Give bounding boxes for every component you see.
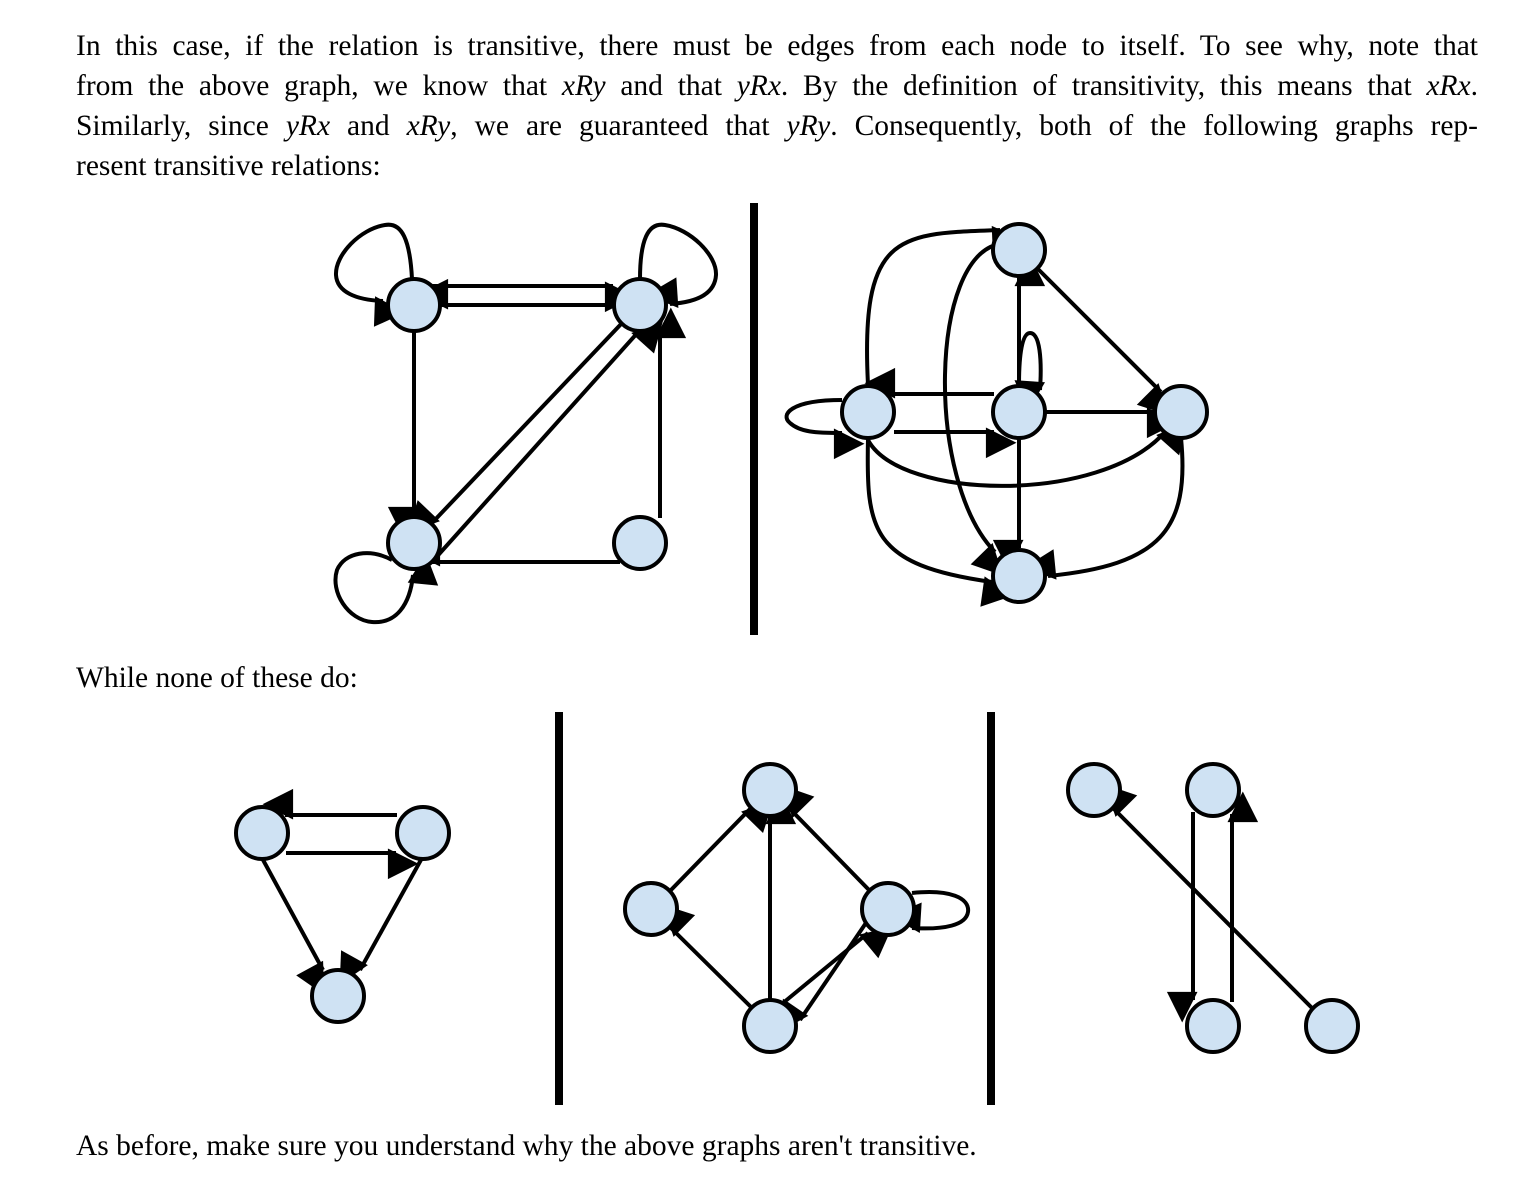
- edge: [339, 857, 424, 985]
- edge: [668, 800, 774, 893]
- closing-line: As before, make sure you understand why …: [76, 1130, 977, 1162]
- edge: [638, 222, 719, 308]
- intro-paragraph: In this case, if the relation is transit…: [76, 26, 1478, 186]
- transitive-graph-square: [333, 222, 719, 625]
- intro-line-2-text-e: . By the definition of transitivity, thi…: [780, 70, 1427, 102]
- math-yry: yRy: [786, 110, 831, 142]
- non-transitive-graph-triangle: [234, 788, 451, 1024]
- math-xry-2: xRy: [406, 110, 451, 142]
- graph-node: [840, 384, 896, 440]
- graph-node: [612, 515, 668, 571]
- graph-node: [1066, 762, 1122, 818]
- edge: [1104, 784, 1314, 1010]
- edge: [333, 222, 414, 327]
- graph-node: [860, 881, 916, 937]
- edge: [943, 242, 1003, 576]
- middle-paragraph: While none of these do:: [76, 658, 1478, 698]
- graph-node: [386, 515, 442, 571]
- intro-line-2: from the above graph, we know that xRy a…: [76, 66, 1478, 106]
- middle-line: While none of these do:: [76, 662, 358, 694]
- intro-line-3-text-a: Similarly, since: [76, 110, 286, 142]
- edge: [260, 857, 325, 995]
- graph-node: [991, 384, 1047, 440]
- graph-node: [395, 805, 451, 861]
- intro-line-2-text-a: from the above graph, we know that: [76, 70, 562, 102]
- transitive-graph-star: [784, 222, 1209, 607]
- intro-line-2-text-g: .: [1470, 70, 1478, 102]
- graph-node: [234, 805, 290, 861]
- edge: [778, 915, 872, 1033]
- graph-node: [1304, 998, 1360, 1054]
- math-xry: xRy: [561, 70, 606, 102]
- graph-node: [991, 222, 1047, 278]
- edge: [407, 320, 625, 533]
- edge: [782, 785, 872, 893]
- edge: [1035, 266, 1170, 416]
- intro-line-3-text-g: . Consequently, both of the following gr…: [830, 110, 1479, 142]
- graph-node: [742, 998, 798, 1054]
- graph-node: [1153, 384, 1209, 440]
- intro-line-4: resent transitive relations:: [76, 150, 381, 182]
- edge: [1024, 437, 1185, 580]
- edge: [430, 320, 664, 564]
- edge: [333, 551, 439, 625]
- edge: [865, 225, 1023, 386]
- non-transitive-graph-diamond: [623, 762, 971, 1054]
- intro-line-1: In this case, if the relation is transit…: [76, 30, 1478, 62]
- non-transitive-graph-cross: [1066, 762, 1360, 1054]
- edge: [784, 398, 865, 460]
- edge: [866, 422, 1189, 488]
- graph-node: [742, 762, 798, 818]
- math-yrx: yRx: [736, 70, 781, 102]
- graph-node: [310, 968, 366, 1024]
- intro-line-3: Similarly, since yRx and xRy, we are gua…: [76, 106, 1478, 146]
- edge: [662, 904, 754, 1010]
- graph-node: [386, 277, 442, 333]
- intro-line-3-text-e: , we are guaranteed that: [450, 110, 787, 142]
- graph-node: [623, 881, 679, 937]
- math-xrx: xRx: [1426, 70, 1471, 102]
- graph-node: [612, 277, 668, 333]
- intro-line-3-text-c: and: [330, 110, 407, 142]
- math-yrx-2: yRx: [285, 110, 331, 142]
- graph-node: [1185, 762, 1241, 818]
- intro-line-2-text-c: and that: [605, 70, 737, 102]
- edge: [1014, 330, 1046, 412]
- graph-node: [1185, 998, 1241, 1054]
- graph-node: [991, 548, 1047, 604]
- edge: [890, 890, 971, 933]
- edge: [781, 927, 893, 1005]
- edge: [865, 437, 1013, 607]
- closing-paragraph: As before, make sure you understand why …: [76, 1126, 1478, 1166]
